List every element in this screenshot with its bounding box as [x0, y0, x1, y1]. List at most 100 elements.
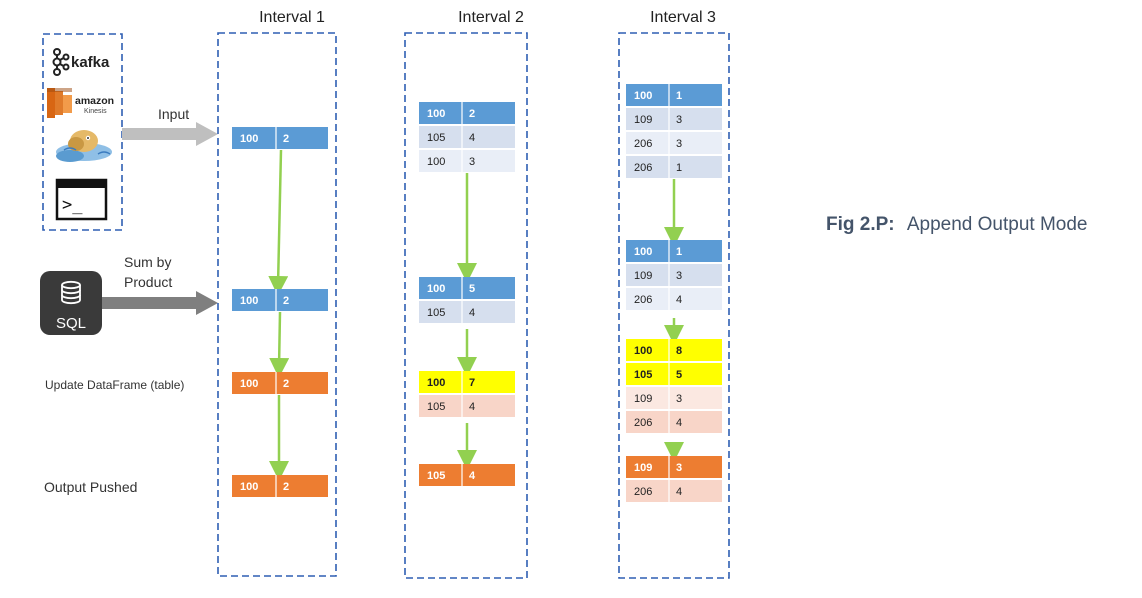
- table-row-bg: [626, 288, 722, 310]
- quantity-cell: 4: [469, 307, 475, 319]
- hdfs-elephant-logo-icon: [56, 130, 112, 162]
- interval-1-flow-arrow-1: [268, 149, 289, 296]
- product-id-cell: 206: [634, 417, 652, 429]
- product-id-cell: 100: [634, 345, 652, 357]
- product-id-cell: 206: [634, 294, 652, 306]
- terminal-icon: >_: [55, 178, 108, 221]
- interval-2-input-table: 100 2 105 4 100 3: [419, 102, 515, 172]
- table-row: 100 2: [232, 289, 328, 311]
- table-row-bg: [419, 395, 515, 417]
- product-id-cell: 206: [634, 138, 652, 150]
- interval-2-sum-table: 100 5 105 4: [419, 277, 515, 323]
- product-id-cell: 105: [427, 132, 445, 144]
- sum-label-line2: Product: [124, 274, 172, 290]
- quantity-cell: 1: [676, 246, 682, 258]
- table-row: 100 7: [419, 371, 515, 393]
- product-id-cell: 206: [634, 162, 652, 174]
- figure-caption-title: Append Output Mode: [907, 214, 1088, 235]
- product-id-cell: 100: [240, 481, 258, 493]
- table-row: 100 1: [626, 84, 722, 106]
- amazon-kinesis-logo-icon: amazon Kinesis: [47, 88, 114, 118]
- product-id-cell: 206: [634, 486, 652, 498]
- input-label: Input: [158, 106, 189, 122]
- table-row-bg: [626, 387, 722, 409]
- quantity-cell: 2: [283, 295, 289, 307]
- table-row-bg: [419, 464, 515, 486]
- table-row: 206 3: [626, 132, 722, 154]
- quantity-cell: 8: [676, 345, 682, 357]
- product-id-cell: 105: [427, 401, 445, 413]
- interval-2-update-table: 100 7 105 4: [419, 371, 515, 417]
- table-row-bg: [232, 289, 328, 311]
- update-dataframe-label: Update DataFrame (table): [45, 378, 184, 392]
- quantity-cell: 3: [469, 156, 475, 168]
- interval-1-title: Interval 1: [259, 9, 325, 26]
- kafka-logo-text: kafka: [71, 54, 110, 71]
- quantity-cell: 1: [676, 162, 682, 174]
- table-row-bg: [626, 456, 722, 478]
- quantity-cell: 3: [676, 270, 682, 282]
- table-row-bg: [626, 240, 722, 262]
- interval-2-border: [404, 32, 528, 579]
- table-row-bg: [419, 301, 515, 323]
- product-id-cell: 100: [427, 156, 445, 168]
- quantity-cell: 7: [469, 377, 475, 389]
- kafka-logo-icon: kafka: [52, 48, 110, 76]
- quantity-cell: 4: [469, 132, 475, 144]
- table-row-bg: [626, 411, 722, 433]
- table-row-bg: [419, 126, 515, 148]
- table-row-bg: [419, 277, 515, 299]
- table-row-bg: [232, 127, 328, 149]
- interval-1-input-table: 100 2: [232, 127, 328, 149]
- product-id-cell: 100: [240, 133, 258, 145]
- intervals-layer: Interval 1 100 2 100 2 100 2 100 2 Interval 2 100 2…: [217, 9, 730, 579]
- product-id-cell: 100: [427, 108, 445, 120]
- table-row: 100 2: [232, 475, 328, 497]
- table-row-bg: [626, 363, 722, 385]
- table-row: 206 4: [626, 480, 722, 502]
- table-row: 105 4: [419, 301, 515, 323]
- product-id-cell: 109: [634, 270, 652, 282]
- sum-arrow: [102, 291, 218, 315]
- table-row: 100 5: [419, 277, 515, 299]
- interval-1: Interval 1 100 2 100 2 100 2 100 2: [217, 9, 337, 577]
- quantity-cell: 5: [469, 283, 475, 295]
- quantity-cell: 5: [676, 369, 682, 381]
- table-row: 105 5: [626, 363, 722, 385]
- interval-1-sum-table: 100 2: [232, 289, 328, 311]
- table-row-bg: [626, 480, 722, 502]
- table-row: 105 4: [419, 395, 515, 417]
- product-id-cell: 100: [240, 378, 258, 390]
- quantity-cell: 2: [283, 378, 289, 390]
- interval-1-update-table: 100 2: [232, 372, 328, 394]
- table-row: 100 2: [232, 372, 328, 394]
- table-row: 206 4: [626, 411, 722, 433]
- quantity-cell: 3: [676, 138, 682, 150]
- product-id-cell: 100: [240, 295, 258, 307]
- interval-2-output-table: 105 4: [419, 464, 515, 486]
- sql-icon: SQL: [40, 271, 102, 335]
- interval-1-output-table: 100 2: [232, 475, 328, 497]
- product-id-cell: 109: [634, 393, 652, 405]
- table-row: 105 4: [419, 126, 515, 148]
- input-arrow: [122, 122, 218, 146]
- table-row: 206 1: [626, 156, 722, 178]
- table-row-bg: [626, 84, 722, 106]
- table-row: 100 2: [419, 102, 515, 124]
- table-row: 109 3: [626, 387, 722, 409]
- table-row-bg: [419, 150, 515, 172]
- product-id-cell: 100: [427, 377, 445, 389]
- table-row-bg: [626, 108, 722, 130]
- table-row: 109 3: [626, 108, 722, 130]
- quantity-cell: 1: [676, 90, 682, 102]
- quantity-cell: 4: [469, 401, 475, 413]
- quantity-cell: 2: [283, 481, 289, 493]
- table-row-bg: [626, 339, 722, 361]
- quantity-cell: 3: [676, 462, 682, 474]
- sum-label-line1: Sum by: [124, 254, 171, 270]
- table-row: 206 4: [626, 288, 722, 310]
